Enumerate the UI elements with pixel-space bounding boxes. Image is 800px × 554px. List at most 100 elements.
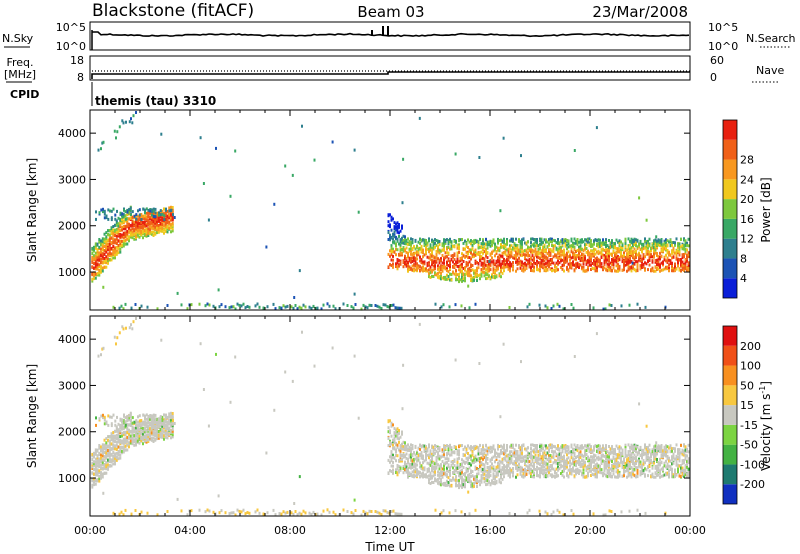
- power-cell: [112, 228, 115, 232]
- power-cell: [447, 277, 450, 281]
- power-cell: [674, 241, 676, 245]
- velocity-cell: [452, 471, 454, 475]
- power-cell: [617, 240, 619, 244]
- velocity-cell: [440, 477, 442, 481]
- power-cell: [549, 258, 552, 262]
- power-cell: [681, 256, 684, 260]
- power-cell: [544, 304, 547, 308]
- velocity-cell: [395, 434, 397, 438]
- power-cell: [513, 248, 516, 252]
- power-cell: [109, 209, 111, 213]
- velocity-cell: [392, 438, 394, 442]
- power-cell: [461, 278, 463, 281]
- velocity-cell: [402, 455, 405, 459]
- power-cell: [149, 221, 151, 225]
- velocity-cell: [121, 445, 123, 449]
- power-cell: [623, 253, 625, 257]
- velocity-cell: [129, 412, 132, 416]
- power-cell: [474, 241, 477, 244]
- power-cell: [396, 261, 399, 265]
- power-cell: [617, 268, 619, 271]
- power-cell: [470, 242, 472, 246]
- velocity-cell: [110, 424, 113, 428]
- velocity-cell: [156, 417, 158, 421]
- velocity-cell: [105, 446, 108, 450]
- power-cell: [542, 259, 544, 263]
- velocity-cell: [91, 467, 94, 470]
- velocity-cell: [135, 430, 137, 434]
- velocity-cell: [145, 430, 148, 434]
- power-cell: [563, 238, 565, 242]
- power-cell: [121, 215, 124, 219]
- power-cell: [531, 254, 534, 258]
- power-cell: [668, 250, 670, 254]
- power-cell: [470, 277, 472, 281]
- power-cell: [647, 246, 649, 250]
- power-cell: [429, 271, 432, 275]
- velocity-cell: [97, 354, 100, 358]
- power-cell: [429, 246, 432, 250]
- power-cell: [651, 244, 654, 248]
- velocity-cell: [456, 484, 459, 488]
- power-cell: [545, 265, 547, 269]
- power-cell: [131, 236, 134, 240]
- velocity-cell: [166, 436, 169, 440]
- velocity-cell: [119, 435, 122, 439]
- velocity-cell: [129, 441, 132, 445]
- power-cell: [100, 270, 102, 274]
- power-cell: [611, 241, 613, 245]
- velocity-cell: [434, 451, 436, 455]
- power-cell: [486, 276, 489, 280]
- power-cell: [93, 277, 95, 281]
- power-cell: [405, 259, 408, 263]
- velocity-cell: [459, 465, 462, 469]
- power-cell: [172, 213, 174, 217]
- power-cell: [408, 256, 411, 260]
- velocity-cell: [144, 414, 146, 418]
- power-colorbar-segment: [723, 120, 737, 140]
- power-cell: [624, 263, 627, 267]
- power-cell: [431, 249, 433, 252]
- power-cell: [498, 274, 501, 278]
- power-cell: [138, 228, 141, 232]
- power-cell: [110, 252, 113, 256]
- power-cell: [678, 247, 681, 251]
- power-cell: [230, 305, 233, 309]
- power-cell: [584, 243, 586, 247]
- power-cell: [468, 266, 471, 270]
- power-cell: [621, 244, 624, 247]
- power-cell: [512, 268, 514, 272]
- velocity-cell: [410, 455, 412, 459]
- power-cell: [440, 249, 442, 253]
- power-cell: [618, 247, 621, 251]
- power-cell: [465, 270, 468, 274]
- power-cell: [563, 263, 565, 267]
- power-cell: [488, 267, 490, 271]
- power-cell: [566, 266, 568, 270]
- power-cell: [396, 237, 399, 241]
- velocity-cell: [91, 458, 94, 461]
- power-cell: [407, 237, 409, 241]
- velocity-cell: [122, 447, 125, 451]
- power-cell: [411, 256, 414, 260]
- velocity-cell: [112, 447, 115, 451]
- power-cell: [581, 238, 583, 242]
- power-cell: [557, 259, 559, 263]
- power-cell: [464, 279, 466, 283]
- power-cell: [419, 255, 421, 259]
- velocity-cell: [171, 424, 174, 428]
- power-cell: [545, 238, 547, 242]
- velocity-cell: [128, 326, 131, 330]
- power-cell: [668, 263, 670, 267]
- power-cell: [408, 247, 411, 251]
- power-cell: [446, 251, 448, 255]
- power-cell: [114, 228, 116, 232]
- power-cell: [112, 237, 115, 241]
- velocity-cell: [121, 449, 123, 453]
- power-cell: [587, 258, 589, 262]
- power-cell: [157, 227, 160, 231]
- power-cell: [548, 262, 550, 266]
- velocity-cell: [426, 475, 429, 479]
